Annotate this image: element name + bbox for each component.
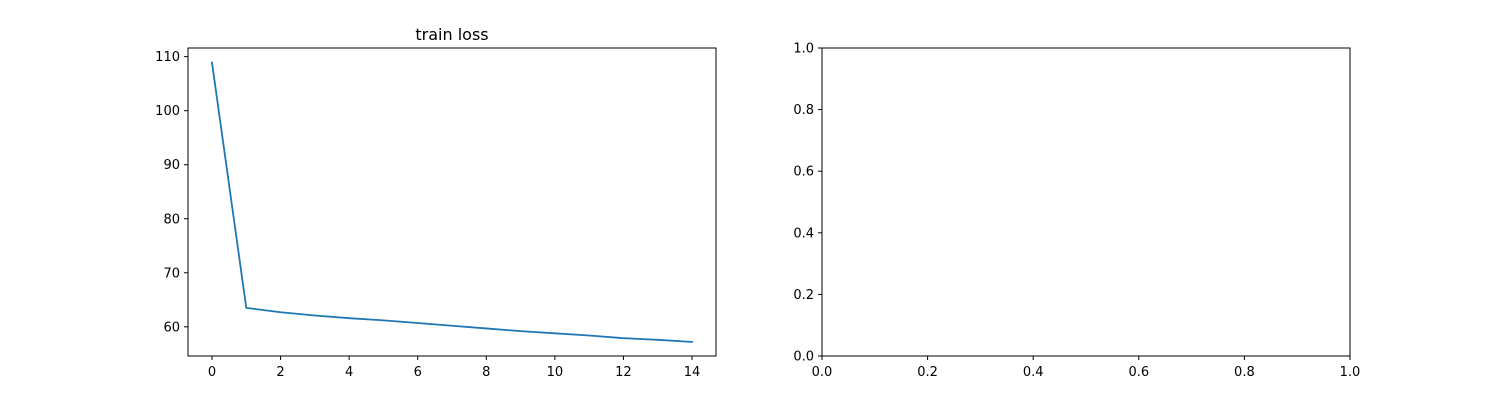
x-tick-label: 0.8 bbox=[1234, 365, 1255, 380]
y-tick-label: 90 bbox=[163, 158, 180, 173]
x-tick-label: 0 bbox=[208, 365, 216, 380]
x-tick-label: 14 bbox=[684, 365, 701, 380]
y-tick-label: 0.2 bbox=[793, 288, 814, 303]
x-axis: 0 2 4 6 8 10 12 14 bbox=[208, 356, 700, 380]
y-tick-label: 60 bbox=[163, 320, 180, 335]
y-tick-label: 110 bbox=[155, 50, 180, 65]
x-tick-label: 2 bbox=[276, 365, 284, 380]
y-axis: 0.0 0.2 0.4 0.6 0.8 1.0 bbox=[793, 42, 822, 365]
y-tick-label: 0.4 bbox=[793, 226, 814, 241]
empty-chart: 0.0 0.2 0.4 0.6 0.8 1.0 0.0 0.2 0.4 0.6 0.8 1.0 bbox=[793, 42, 1360, 381]
x-tick-label: 0.0 bbox=[812, 365, 833, 380]
x-tick-label: 1.0 bbox=[1340, 365, 1361, 380]
y-tick-label: 100 bbox=[155, 104, 180, 119]
train-loss-chart: train loss 0 2 4 6 8 10 12 14 60 70 80 90 100 110 bbox=[155, 25, 717, 380]
x-tick-label: 10 bbox=[547, 365, 564, 380]
y-tick-label: 0.8 bbox=[793, 103, 814, 118]
y-tick-label: 0.6 bbox=[793, 165, 814, 180]
x-tick-label: 0.6 bbox=[1128, 365, 1149, 380]
x-tick-label: 12 bbox=[615, 365, 632, 380]
x-tick-label: 6 bbox=[414, 365, 422, 380]
x-tick-label: 0.4 bbox=[1023, 365, 1044, 380]
plot-frame bbox=[821, 47, 1351, 357]
plot-marks bbox=[210, 61, 693, 343]
y-tick-label: 70 bbox=[163, 266, 180, 281]
x-tick-label: 0.2 bbox=[917, 365, 938, 380]
x-axis: 0.0 0.2 0.4 0.6 0.8 1.0 bbox=[812, 356, 1361, 380]
y-tick-label: 0.0 bbox=[793, 350, 814, 365]
x-tick-label: 4 bbox=[345, 365, 353, 380]
x-tick-label: 8 bbox=[482, 365, 490, 380]
y-tick-label: 80 bbox=[163, 212, 180, 227]
loss-line bbox=[210, 61, 693, 343]
y-tick-label: 1.0 bbox=[793, 42, 814, 57]
chart-title: train loss bbox=[415, 25, 488, 44]
plot-frame bbox=[187, 47, 717, 357]
y-axis: 60 70 80 90 100 110 bbox=[155, 50, 188, 335]
